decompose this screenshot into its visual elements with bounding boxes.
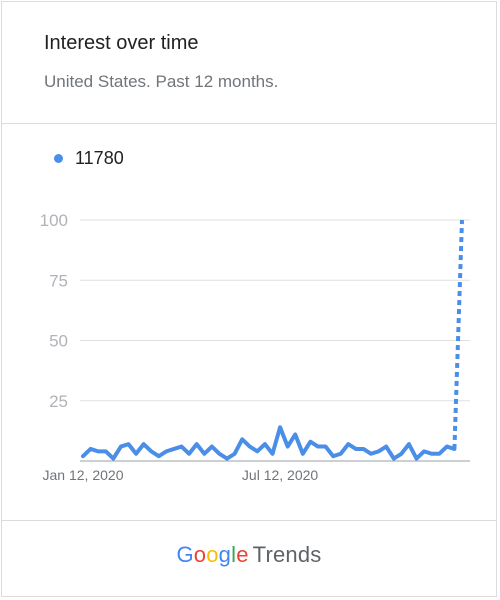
brand-letter: o [193,542,207,567]
y-tick-label: 25 [49,392,68,411]
legend-dot-icon [54,154,63,163]
x-tick-label: Jul 12, 2020 [242,467,318,483]
google-trends-logo[interactable]: Google Trends [2,542,496,568]
y-tick-label: 50 [49,332,68,351]
footer-divider [2,520,496,521]
trends-wordmark: Trends [252,542,322,567]
legend[interactable]: 11780 [54,148,124,169]
series-line-partial [452,219,464,450]
series-line [81,425,457,461]
y-tick-label: 75 [49,271,68,290]
legend-label: 11780 [75,148,124,168]
brand-letter: g [218,542,232,567]
card-subtitle: United States. Past 12 months. [44,72,279,91]
brand-letter: e [236,542,249,567]
card-title: Interest over time [44,32,199,54]
x-tick-label: Jan 12, 2020 [43,467,124,483]
brand-letter: l [231,542,237,567]
brand-letter: G [176,542,194,567]
google-wordmark: Google [176,542,248,567]
header-divider [2,123,496,124]
y-tick-label: 100 [40,211,68,230]
brand-letter: o [206,542,219,567]
